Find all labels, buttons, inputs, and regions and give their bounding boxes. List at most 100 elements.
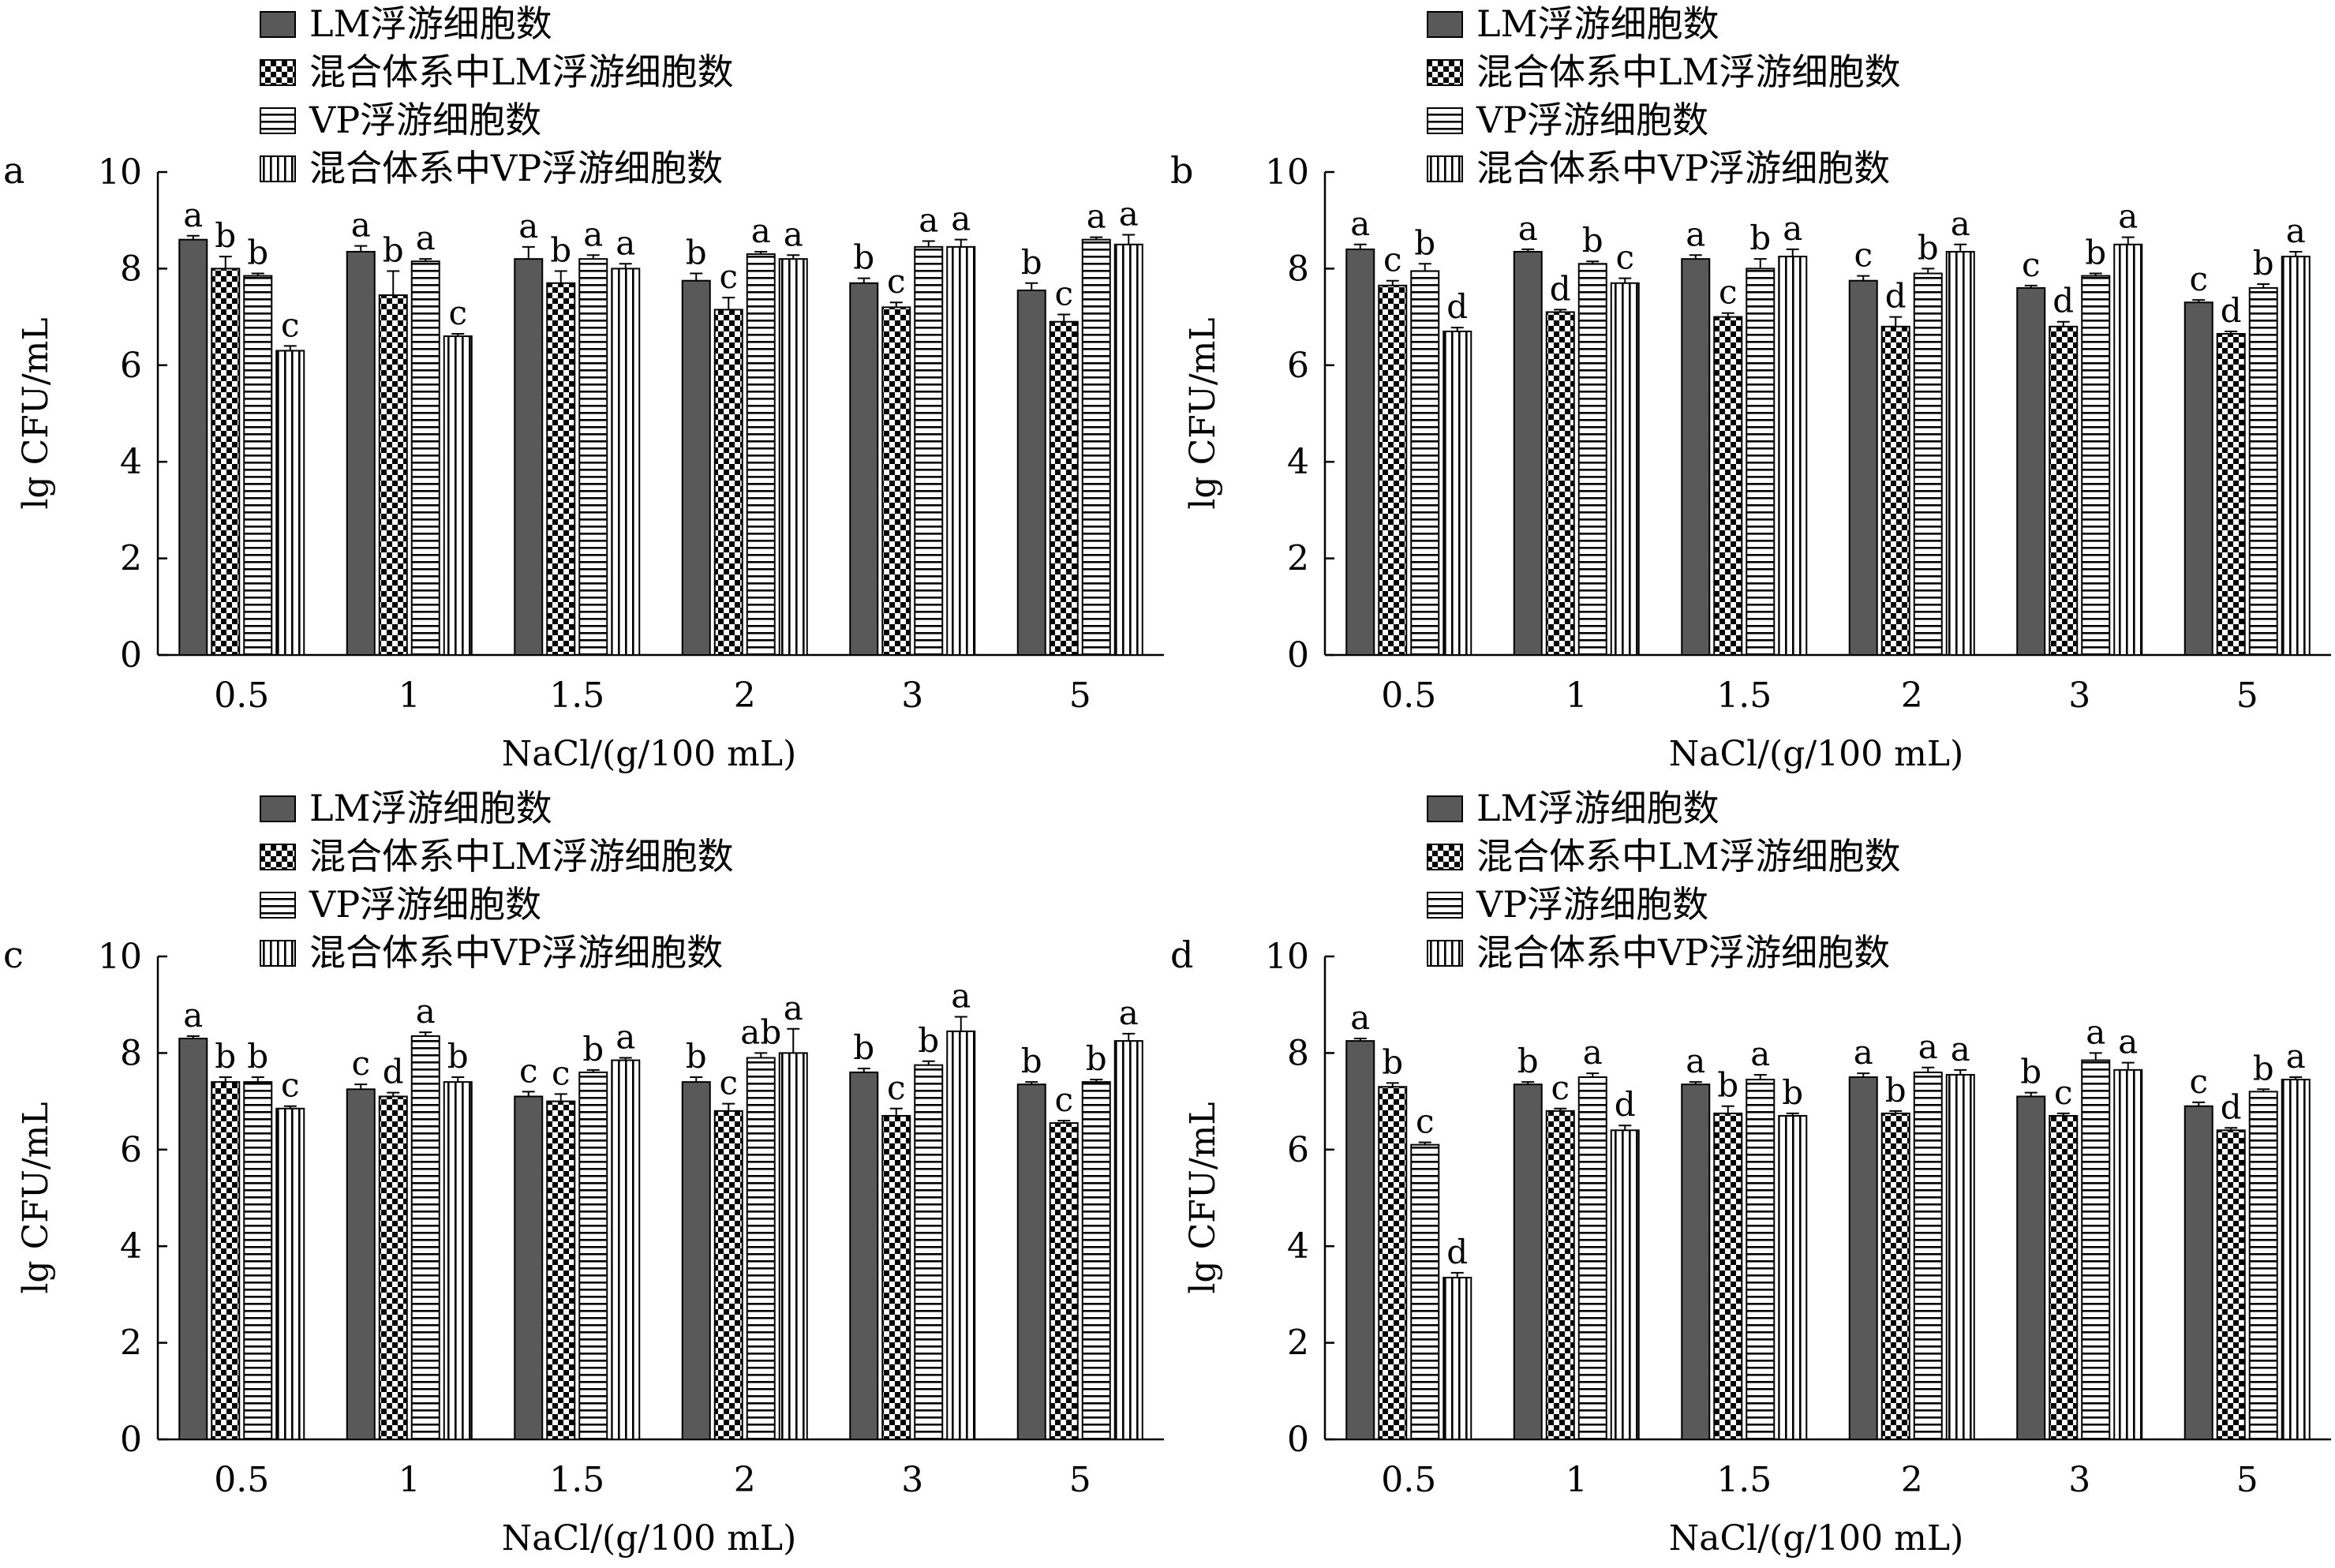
significance-letter: a [1951, 1030, 1970, 1068]
y-tick-label: 0 [120, 635, 142, 675]
bar [546, 1100, 576, 1440]
significance-letter: b [447, 1037, 469, 1076]
significance-letter: a [1686, 215, 1705, 253]
x-axis-title: NaCl/(g/100 mL) [1669, 1518, 1964, 1559]
y-tick-label: 10 [1265, 937, 1309, 977]
significance-letter: c [1054, 1080, 1073, 1119]
significance-letter: a [751, 211, 771, 250]
significance-letter: b [215, 1037, 236, 1076]
bar [514, 258, 544, 656]
significance-letter: a [351, 206, 371, 245]
y-axis-title: lg CFU/mL [1183, 1102, 1223, 1293]
legend-swatch-solid-gray [260, 11, 296, 38]
y-tick-label: 4 [120, 1226, 142, 1267]
significance-letter: b [1749, 219, 1771, 257]
x-tick-label: 3 [901, 675, 923, 716]
x-axis-title: NaCl/(g/100 mL) [1669, 734, 1964, 774]
bar [578, 258, 608, 656]
chart-panel-a: LM浮游细胞数 混合体系中LM浮游细胞数 VP浮游细胞数 混合体系中VP浮游细胞数 a 0… [0, 0, 1168, 784]
legend-label: VP浮游细胞数 [309, 883, 541, 926]
bar [2081, 275, 2111, 656]
legend-swatch-solid-gray [260, 795, 296, 822]
significance-letter: c [719, 257, 738, 296]
bar [713, 309, 743, 656]
bar [713, 1110, 743, 1440]
bar [346, 1088, 376, 1440]
significance-letter: c [719, 1064, 738, 1102]
significance-letter: a [616, 223, 635, 262]
significance-letter: d [2221, 291, 2242, 330]
bar [849, 282, 879, 656]
significance-letter: a [951, 200, 971, 238]
panel-letter: c [3, 934, 24, 976]
significance-letter: b [383, 230, 404, 269]
panel-letter: b [1170, 149, 1193, 192]
bar [2016, 286, 2046, 656]
y-tick-label: 8 [1287, 1033, 1309, 1073]
significance-letter: b [1885, 1071, 1907, 1110]
x-tick-label: 2 [734, 675, 756, 716]
bar [2049, 1114, 2079, 1440]
bar [681, 279, 711, 656]
bar [746, 253, 776, 656]
bar [1848, 1076, 1878, 1440]
bar [1848, 279, 1878, 656]
bar [2248, 286, 2278, 656]
bar [611, 1059, 641, 1440]
legend-label: 混合体系中LM浮游细胞数 [1476, 835, 1901, 878]
legend-swatch-vertical-stripes [1427, 940, 1463, 967]
significance-letter: a [1583, 1033, 1603, 1072]
bar [1113, 243, 1143, 656]
bar [946, 245, 976, 656]
bar [2183, 1105, 2213, 1440]
legend-swatch-horizontal-stripes [260, 107, 296, 134]
x-tick-label: 1 [1566, 675, 1588, 716]
significance-letter: a [1854, 1033, 1873, 1072]
significance-letter: c [1383, 241, 1402, 279]
bar [378, 1095, 408, 1440]
bar [243, 1081, 273, 1440]
significance-letter: c [1719, 273, 1738, 312]
bar [2049, 325, 2079, 656]
significance-letter: b [2253, 244, 2274, 283]
bar [1545, 311, 1575, 656]
significance-letter: a [2118, 197, 2138, 236]
bar [1513, 250, 1543, 656]
bar [1610, 1129, 1640, 1440]
bar [2281, 256, 2311, 656]
significance-letter: a [784, 989, 803, 1027]
significance-letter: a [2286, 1037, 2306, 1076]
significance-letter: c [2022, 245, 2041, 284]
y-tick-label: 4 [120, 442, 142, 482]
bar [1410, 1143, 1440, 1440]
legend-label: 混合体系中VP浮游细胞数 [309, 931, 723, 974]
significance-letter: b [1582, 221, 1603, 260]
bar [178, 1038, 208, 1440]
y-tick-label: 4 [1287, 442, 1309, 482]
bar [578, 1071, 608, 1440]
significance-letter: a [2086, 1012, 2105, 1051]
significance-letter: d [2052, 282, 2074, 320]
legend-swatch-checkerboard [1427, 844, 1463, 870]
significance-letter: c [2189, 1062, 2208, 1101]
significance-letter: c [887, 262, 906, 301]
significance-letter: c [281, 1066, 300, 1105]
significance-letter: d [1885, 277, 1907, 316]
legend-swatch-vertical-stripes [260, 155, 296, 182]
bar [211, 268, 241, 656]
significance-letter: c [448, 294, 467, 332]
bar [443, 335, 473, 656]
legend-label: 混合体系中LM浮游细胞数 [1476, 51, 1901, 93]
significance-letter: a [583, 215, 603, 253]
bar [346, 250, 376, 656]
legend-swatch-vertical-stripes [1427, 155, 1463, 182]
x-tick-label: 5 [2236, 675, 2258, 716]
significance-letter: b [918, 1021, 939, 1060]
y-tick-label: 2 [1287, 1323, 1309, 1364]
significance-letter: a [416, 219, 436, 257]
y-axis-title: lg CFU/mL [16, 1102, 56, 1293]
x-tick-label: 2 [734, 1460, 756, 1500]
significance-letter: c [2189, 260, 2208, 298]
